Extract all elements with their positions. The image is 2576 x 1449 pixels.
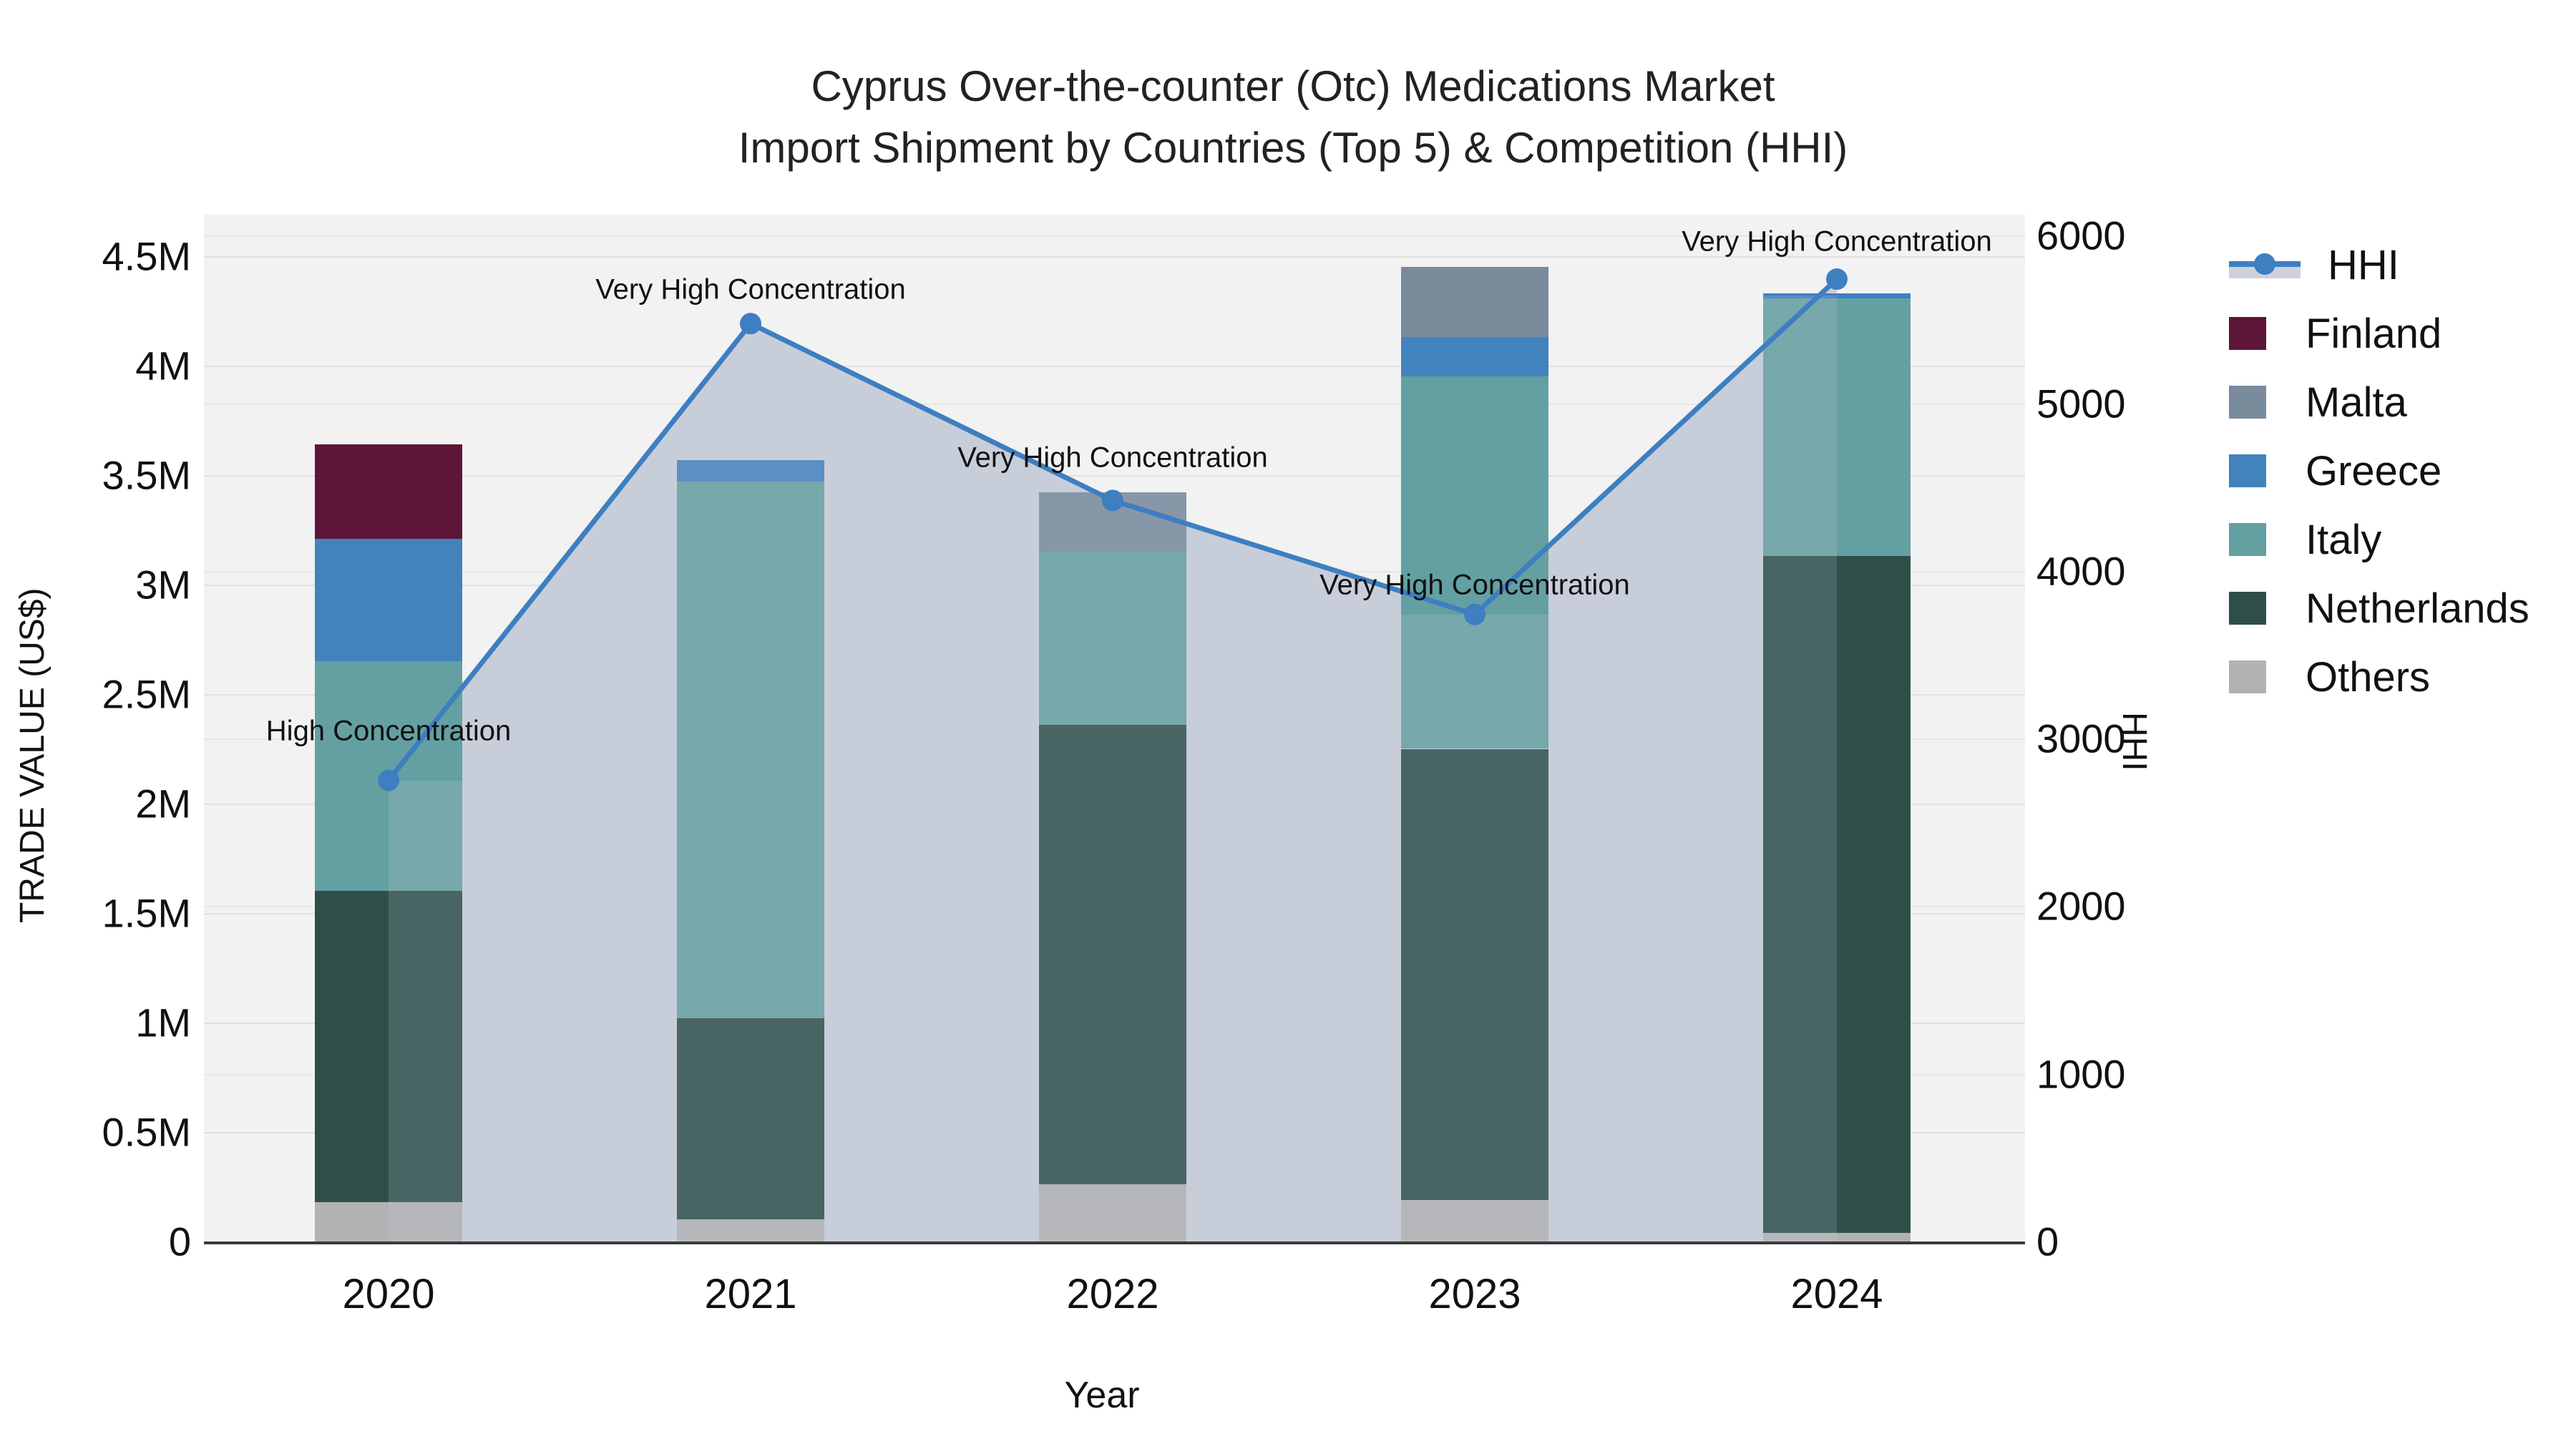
x-axis-title: Year: [1064, 1375, 1140, 1416]
bar-area-overlap-2022: [1039, 492, 1186, 1241]
bar-2021-others[interactable]: [677, 1219, 824, 1241]
legend-item-finland[interactable]: Finland: [2229, 308, 2441, 358]
y-left-tick-3M: 3M: [135, 562, 191, 608]
hhi-marker-2024[interactable]: [1826, 268, 1848, 291]
gridline-trade-3.5: [204, 475, 2025, 477]
gridline-hhi-6000: [204, 235, 2025, 238]
bar-2022-others[interactable]: [1039, 1184, 1186, 1241]
x-tick-2024: 2024: [1790, 1271, 1883, 1317]
x-tick-2021: 2021: [704, 1271, 797, 1317]
legend-label-netherlands: Netherlands: [2306, 585, 2529, 632]
y-right-tick-3000: 3000: [2036, 716, 2126, 761]
y-left-tick-1M: 1M: [135, 1000, 191, 1045]
y-left-tick-1.5M: 1.5M: [102, 890, 192, 936]
hhi-marker-2020[interactable]: [378, 769, 399, 791]
bar-2024-netherlands[interactable]: [1763, 556, 1911, 1233]
y-left-tick-4M: 4M: [135, 343, 191, 389]
y-right-tick-5000: 5000: [2036, 381, 2126, 426]
x-tick-2023: 2023: [1428, 1271, 1521, 1317]
legend-swatch-greece: [2229, 454, 2266, 487]
bar-2023-others[interactable]: [1401, 1199, 1548, 1241]
gridline-trade-4: [204, 366, 2025, 367]
legend-swatch-finland: [2229, 317, 2266, 350]
annotation-2024: Very High Concentration: [1682, 225, 1992, 258]
y-left-tick-2M: 2M: [135, 781, 191, 826]
y-right-tick-4000: 4000: [2036, 548, 2126, 594]
legend-item-malta[interactable]: Malta: [2229, 377, 2407, 427]
legend-swatch-netherlands: [2229, 592, 2266, 625]
legend-swatch-italy: [2229, 523, 2266, 556]
y-left-tick-2.5M: 2.5M: [102, 671, 192, 717]
bar-2024-top-line: [1763, 293, 1911, 299]
y-right-tick-6000: 6000: [2036, 213, 2126, 258]
y-right-tick-0: 0: [2036, 1219, 2059, 1264]
bar-2024-italy[interactable]: [1763, 296, 1911, 557]
bar-area-overlap-2024: [1763, 296, 1837, 1241]
bar-2023-greece[interactable]: [1401, 337, 1548, 377]
chart-title: Cyprus Over-the-counter (Otc) Medication…: [572, 56, 2014, 179]
bar-2023-malta[interactable]: [1401, 267, 1548, 338]
annotation-2023: Very High Concentration: [1319, 569, 1630, 601]
annotation-2021: Very High Concentration: [595, 273, 906, 306]
bar-2021-italy[interactable]: [677, 482, 824, 1018]
legend-label-malta: Malta: [2306, 379, 2407, 426]
bar-2020-netherlands[interactable]: [315, 891, 462, 1202]
gridline-trade-4.5: [204, 256, 2025, 258]
hhi-line-icon: [2229, 248, 2301, 281]
legend-item-italy[interactable]: Italy: [2229, 514, 2381, 565]
legend-label-greece: Greece: [2306, 447, 2442, 494]
chart-title-line2: Import Shipment by Countries (Top 5) & C…: [738, 124, 1848, 172]
y-left-tick-4.5M: 4.5M: [102, 233, 192, 279]
bar-2022-italy[interactable]: [1039, 552, 1186, 725]
legend-label-hhi: HHI: [2328, 241, 2399, 288]
bar-2020-greece[interactable]: [315, 538, 462, 662]
y-left-tick-3.5M: 3.5M: [102, 452, 192, 498]
x-tick-2022: 2022: [1066, 1271, 1159, 1317]
x-axis-line: [204, 1241, 2025, 1244]
bar-2024-others[interactable]: [1763, 1232, 1911, 1241]
x-tick-2020: 2020: [342, 1271, 435, 1317]
bar-2021-greece[interactable]: [677, 459, 824, 482]
chart-title-line1: Cyprus Over-the-counter (Otc) Medication…: [811, 62, 1775, 110]
hhi-marker-2022[interactable]: [1102, 489, 1123, 512]
legend-swatch-malta: [2229, 386, 2266, 419]
bar-2023-italy[interactable]: [1401, 376, 1548, 749]
legend-item-hhi[interactable]: HHI: [2229, 240, 2399, 290]
bar-2021-netherlands[interactable]: [677, 1018, 824, 1220]
hhi-marker-2023[interactable]: [1464, 603, 1485, 625]
legend-label-italy: Italy: [2306, 516, 2382, 563]
legend-label-finland: Finland: [2306, 310, 2442, 357]
legend-item-greece[interactable]: Greece: [2229, 446, 2441, 496]
hhi-marker-2021[interactable]: [740, 313, 761, 335]
legend-label-others: Others: [2306, 653, 2431, 701]
y-left-tick-0: 0: [168, 1219, 191, 1264]
legend-swatch-others: [2229, 660, 2266, 693]
bar-area-overlap-2020: [389, 780, 462, 1241]
annotation-2022: Very High Concentration: [957, 441, 1268, 474]
y-right-tick-2000: 2000: [2036, 883, 2126, 929]
annotation-2020: High Concentration: [265, 715, 512, 747]
y-right-tick-1000: 1000: [2036, 1051, 2126, 1097]
hhi-line[interactable]: [386, 277, 1839, 782]
gridline-hhi-5000: [204, 403, 2025, 405]
bar-2020-finland[interactable]: [315, 444, 462, 539]
bar-2020-others[interactable]: [315, 1201, 462, 1241]
hhi-marker-icon: [2254, 253, 2275, 275]
bar-2022-netherlands[interactable]: [1039, 724, 1186, 1185]
legend-item-netherlands[interactable]: Netherlands: [2229, 583, 2529, 633]
bar-area-overlap-2023: [1401, 614, 1548, 1241]
legend-item-others[interactable]: Others: [2229, 652, 2430, 702]
y-left-tick-0.5M: 0.5M: [102, 1109, 192, 1155]
bar-area-overlap-2021: [677, 459, 824, 1241]
bar-2023-netherlands[interactable]: [1401, 748, 1548, 1200]
